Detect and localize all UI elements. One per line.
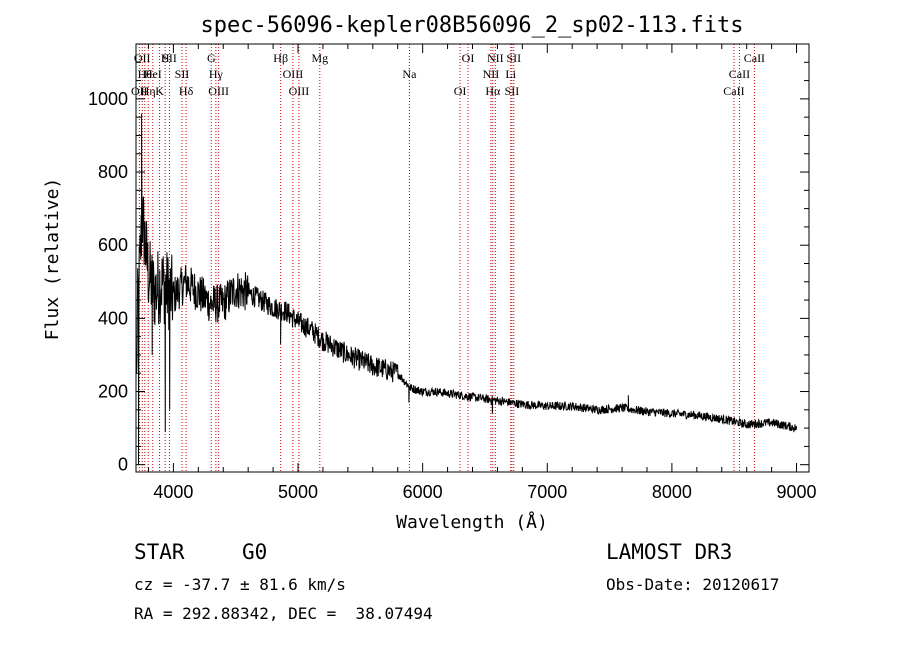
line-marker-labels: OIIOIIHθHηHeIKHSIISIIHδGHγOIIIHβOIIIOIII…: [131, 51, 765, 98]
line-marker-label: Hθ: [138, 67, 153, 81]
line-marker-label: OIII: [208, 84, 229, 98]
line-marker-label: SII: [175, 67, 190, 81]
coordinates-text: RA = 292.88342, DEC = 38.07494: [134, 604, 433, 623]
line-marker-label: K: [155, 84, 164, 98]
line-marker-label: Na: [402, 67, 417, 81]
x-tick-label: 9000: [777, 482, 817, 502]
line-marker-label: Hδ: [179, 84, 194, 98]
x-tick-label: 5000: [278, 482, 318, 502]
object-class: STAR: [134, 540, 185, 564]
plot-frame: [135, 43, 810, 473]
y-tick-label: 800: [98, 162, 128, 182]
line-marker-label: Hγ: [209, 67, 224, 81]
line-marker-label: CaII: [723, 84, 744, 98]
spectrum-line: [136, 113, 797, 465]
line-marker-label: H: [161, 51, 170, 65]
line-marker-label: CaII: [729, 67, 750, 81]
line-marker-label: OI: [454, 84, 467, 98]
x-tick-label: 6000: [403, 482, 443, 502]
x-tick-label: 7000: [527, 482, 567, 502]
line-marker-label: Mg: [311, 51, 328, 65]
line-marker-label: NII: [483, 67, 500, 81]
line-marker-label: G: [207, 51, 216, 65]
y-tick-label: 200: [98, 382, 128, 402]
line-marker-label: OII: [131, 84, 148, 98]
line-marker-label: CaII: [744, 51, 765, 65]
line-marker-label: OIII: [289, 84, 310, 98]
y-axis-ticks: 0 200 400 600 800 1000: [88, 61, 809, 475]
line-marker-label: SII: [505, 84, 520, 98]
y-tick-label: 0: [118, 455, 128, 475]
line-markers: [138, 44, 755, 472]
x-tick-label: 8000: [652, 482, 692, 502]
object-subclass: G0: [242, 540, 268, 564]
chart-title: spec-56096-kepler08B56096_2_sp02-113.fit…: [200, 13, 743, 38]
line-marker-label: SII: [162, 51, 177, 65]
line-marker-label: NII: [487, 51, 504, 65]
survey-label: LAMOST DR3: [606, 540, 733, 564]
line-marker-label: Hβ: [273, 51, 288, 65]
x-tick-label: 4000: [153, 482, 193, 502]
line-marker-label: OII: [134, 51, 151, 65]
y-tick-label: 600: [98, 235, 128, 255]
line-marker-label: OI: [462, 51, 475, 65]
redshift-text: cz = -37.7 ± 81.6 km/s: [134, 575, 346, 594]
y-tick-label: 400: [98, 308, 128, 328]
line-marker-label: Hα: [485, 84, 501, 98]
line-marker-label: Hη: [141, 84, 156, 98]
line-marker-label: OIII: [283, 67, 304, 81]
y-axis-label: Flux (relative): [42, 178, 63, 341]
line-marker-label: HeI: [144, 67, 162, 81]
x-axis-ticks: 4000 5000 6000 7000 8000 9000: [147, 44, 817, 502]
obs-date: Obs-Date: 20120617: [606, 575, 780, 594]
x-axis-label: Wavelength (Å): [396, 511, 548, 533]
y-tick-label: 1000: [88, 89, 128, 109]
line-marker-label: SII: [506, 51, 521, 65]
line-marker-label: Li: [505, 67, 516, 81]
